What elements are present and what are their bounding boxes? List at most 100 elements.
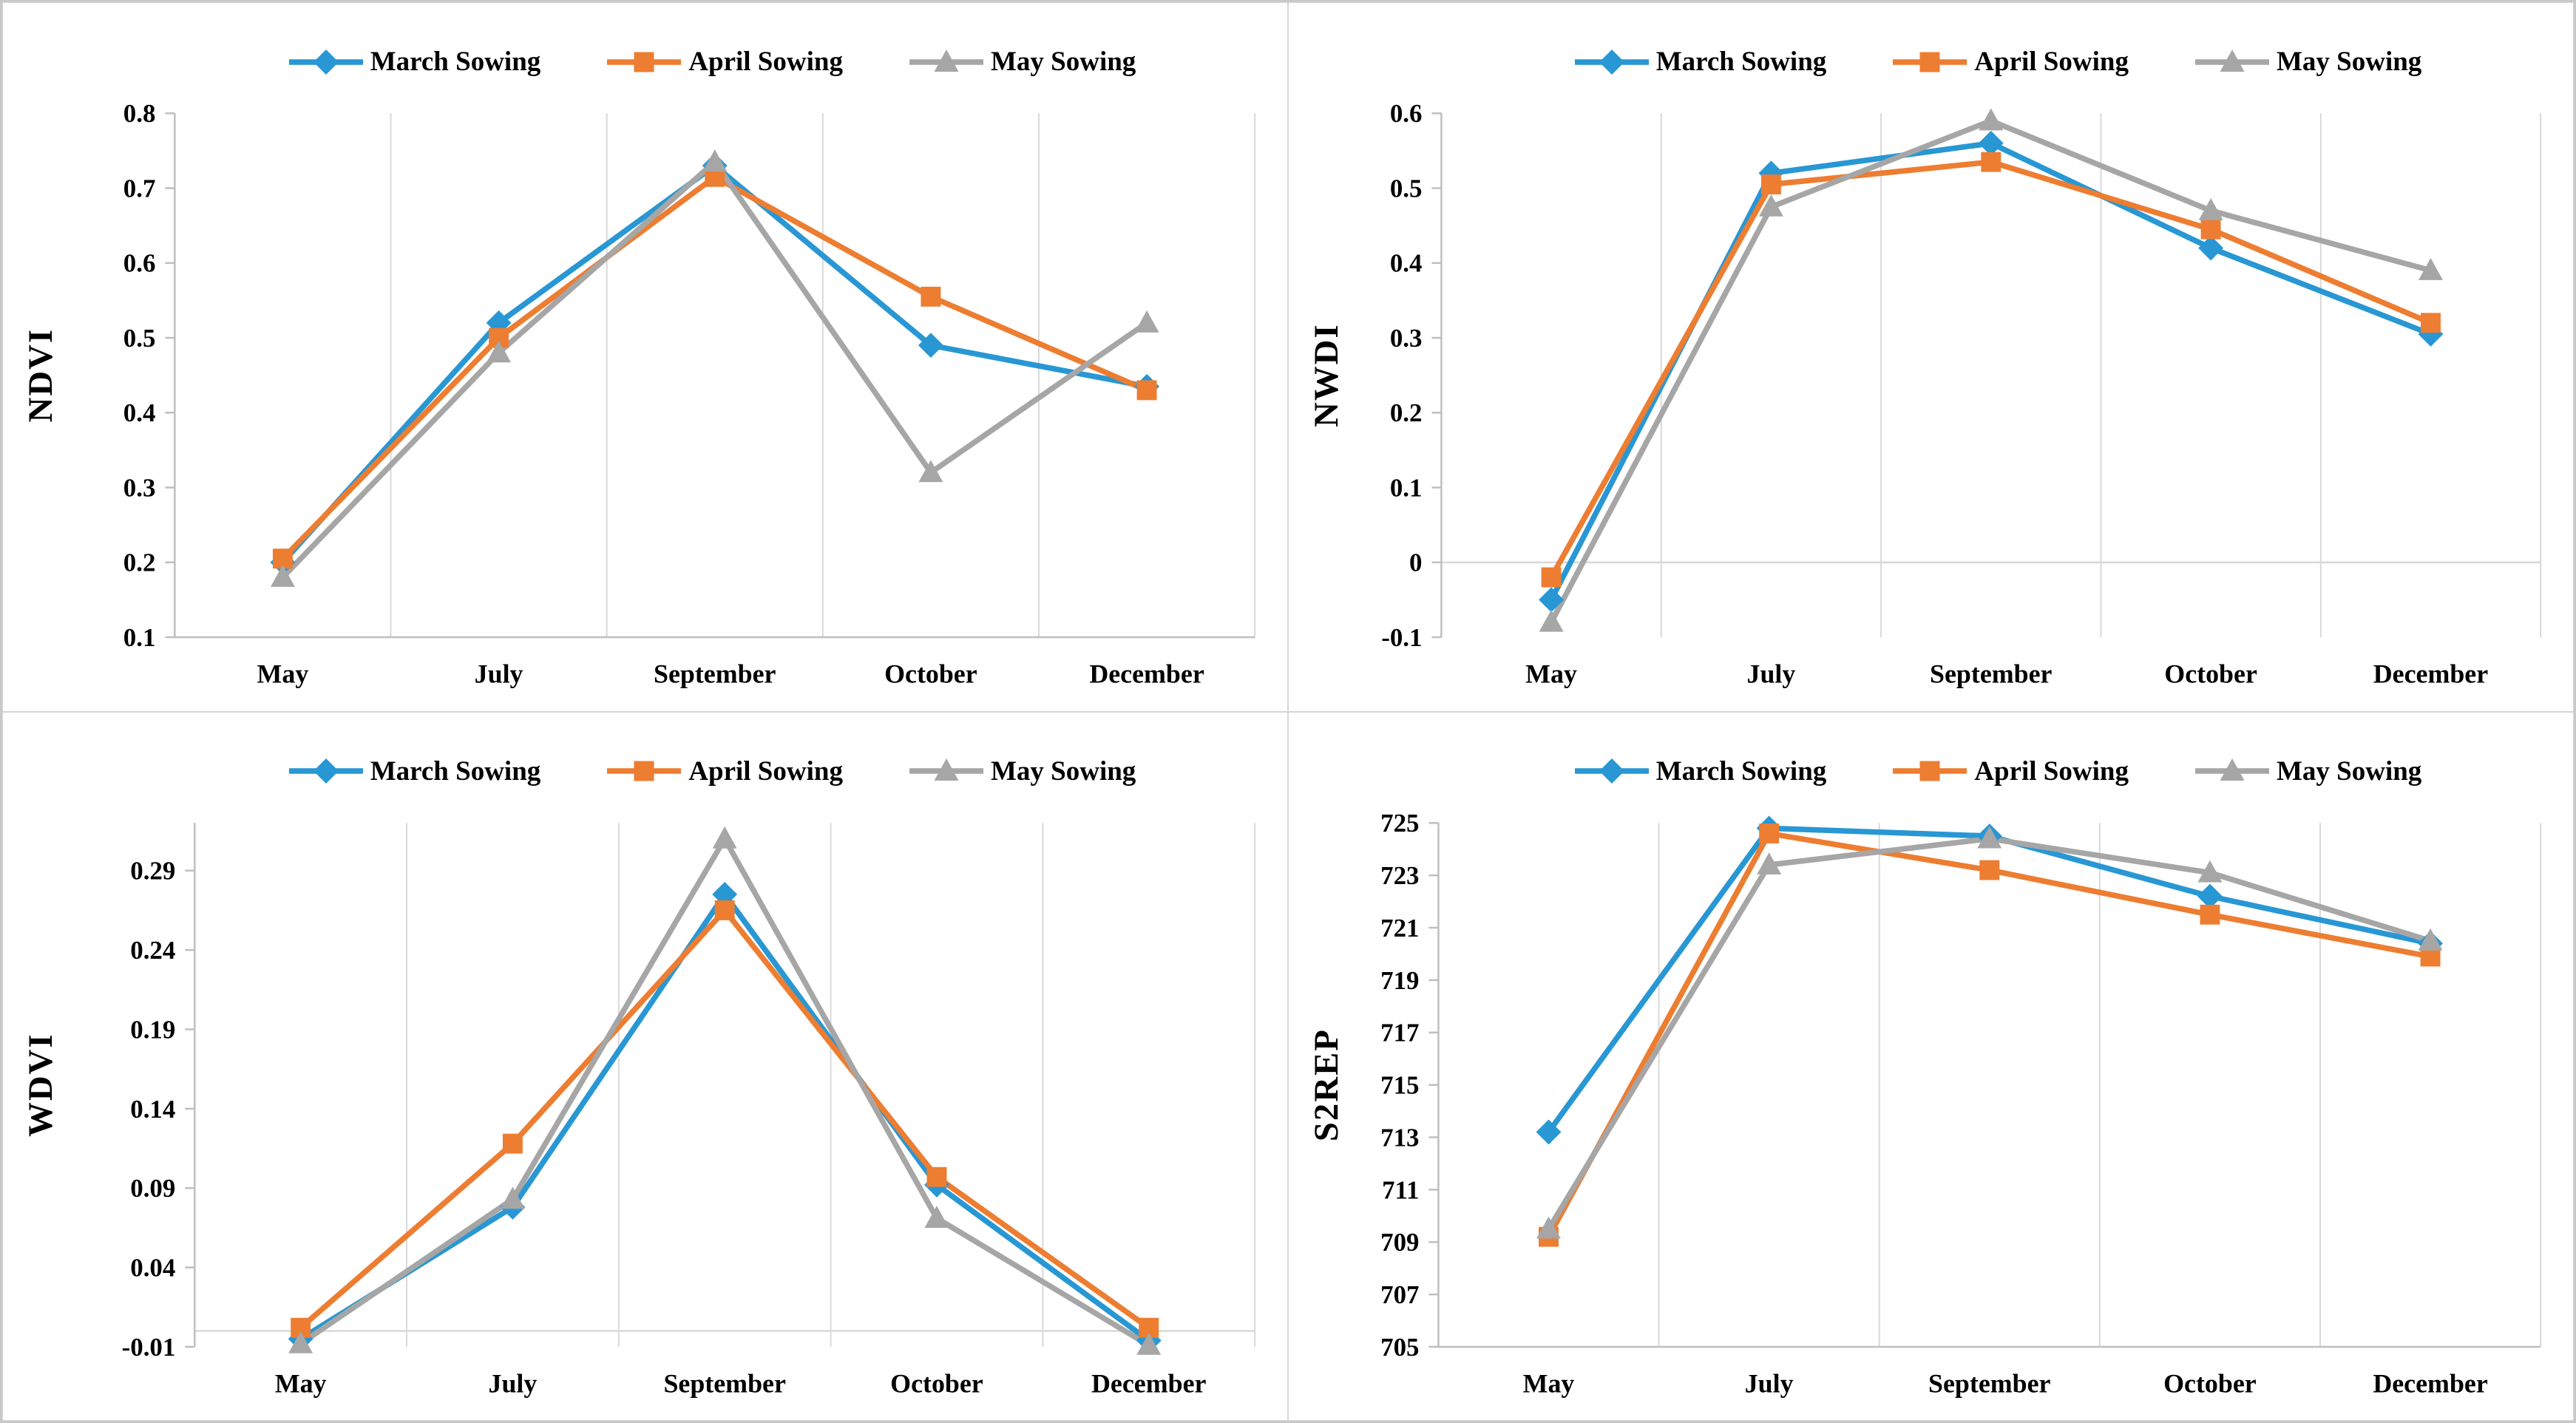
ndvi-line-chart: 0.8 0.7 0.6 0.5 0.4 0.3 0.2 0.1 May July September… xyxy=(21,99,1256,689)
data-point-march-sowing xyxy=(1536,1118,1562,1144)
chart-legend: March Sowing April Sowing May Sowing xyxy=(3,46,1287,78)
data-point-march-sowing xyxy=(2197,883,2223,909)
series-line-april-sowing xyxy=(297,907,1152,1331)
legend-label: April Sowing xyxy=(1974,47,2129,77)
x-category-label: July xyxy=(1745,1368,1794,1398)
data-point-may-sowing xyxy=(288,1331,313,1354)
data-point-may-sowing xyxy=(1539,609,1564,632)
legend-item-april-sowing: April Sowing xyxy=(606,755,843,787)
y-tick-label: 0.1 xyxy=(1390,473,1423,502)
x-category-label: December xyxy=(2373,659,2489,689)
legend-item-april-sowing: April Sowing xyxy=(606,46,843,78)
legend-marker xyxy=(313,49,339,75)
data-point-may-sowing xyxy=(924,1205,949,1228)
legend-label: May Sowing xyxy=(990,755,1136,787)
series-line-may-sowing xyxy=(1548,118,2434,625)
y-tick-label: 721 xyxy=(1380,914,1419,943)
diamond-legend-marker-icon xyxy=(1574,49,1649,75)
x-category-label: May xyxy=(1523,1368,1575,1398)
y-tick-label: 0.2 xyxy=(1390,398,1423,427)
data-point-april-sowing xyxy=(2200,904,2220,925)
x-category-label: October xyxy=(890,1368,983,1398)
y-axis-title: WDVI xyxy=(21,1033,60,1136)
data-point-may-sowing xyxy=(1536,1216,1561,1238)
legend-item-may-sowing: May Sowing xyxy=(2194,755,2421,787)
triangle-legend-marker-icon xyxy=(909,49,983,72)
s2rep-chart-panel: 725 723 721 719 717 715 713 711 709 707 705 May July… xyxy=(1288,711,2574,1421)
series-line-march-sowing xyxy=(297,891,1152,1343)
x-category-label: December xyxy=(1091,1368,1207,1398)
x-category-label: July xyxy=(1747,659,1796,689)
data-point-may-sowing xyxy=(2198,197,2223,220)
legend-label: April Sowing xyxy=(1974,755,2129,787)
triangle-legend-marker-icon xyxy=(2194,758,2269,781)
y-tick-label: 0.8 xyxy=(123,99,156,128)
data-point-may-sowing xyxy=(1977,826,2002,848)
y-tick-label: 0.29 xyxy=(130,856,175,885)
chart-legend: March Sowing April Sowing May Sowing xyxy=(3,755,1287,787)
y-axis-title: NWDI xyxy=(1307,323,1346,427)
legend-item-april-sowing: April Sowing xyxy=(1891,755,2129,787)
y-tick-label: 0.6 xyxy=(1390,99,1423,128)
legend-label: March Sowing xyxy=(1655,47,1827,77)
data-point-may-sowing xyxy=(1757,852,1782,874)
data-point-may-sowing xyxy=(2418,928,2443,951)
data-point-may-sowing xyxy=(918,460,943,483)
data-point-april-sowing xyxy=(2420,313,2441,333)
y-tick-label: -0.1 xyxy=(1381,623,1422,652)
series-line-march-sowing xyxy=(279,163,1150,566)
y-tick-label: 0.3 xyxy=(1390,324,1423,353)
data-point-may-sowing xyxy=(2197,860,2223,883)
x-category-label: October xyxy=(884,659,977,689)
x-category-label: May xyxy=(275,1368,327,1398)
y-tick-label: 719 xyxy=(1380,965,1419,994)
legend-label: March Sowing xyxy=(370,755,541,787)
series-line-april-sowing xyxy=(1545,830,2433,1240)
data-point-april-sowing xyxy=(1541,567,1562,588)
data-point-april-sowing xyxy=(1760,174,1781,194)
y-tick-label: 0.6 xyxy=(123,249,156,278)
y-tick-label: 711 xyxy=(1382,1175,1419,1204)
legend-label: May Sowing xyxy=(2276,47,2422,77)
y-tick-label: 717 xyxy=(1380,1018,1419,1047)
y-tick-label: 0.3 xyxy=(123,473,156,502)
y-axis-title: S2REP xyxy=(1307,1028,1346,1141)
data-point-april-sowing xyxy=(1759,823,1780,843)
nwdi-line-chart: 0.6 0.5 0.4 0.3 0.2 0.1 0 -0.1 May July September O… xyxy=(1307,99,2542,689)
y-tick-label: 0 xyxy=(1409,549,1422,577)
legend-marker xyxy=(313,758,339,784)
legend-marker xyxy=(634,761,654,781)
y-tick-label: 0.7 xyxy=(123,174,156,203)
nwdi-chart-panel: 0.6 0.5 0.4 0.3 0.2 0.1 0 -0.1 May July September O… xyxy=(1288,2,2574,712)
legend-marker xyxy=(934,758,959,781)
legend-marker xyxy=(1599,758,1624,784)
triangle-legend-marker-icon xyxy=(909,758,983,781)
square-legend-marker-icon xyxy=(607,52,682,72)
data-point-april-sowing xyxy=(2200,219,2221,240)
x-category-label: October xyxy=(2164,659,2257,689)
y-tick-label: 0.4 xyxy=(1390,249,1423,278)
wdvi-line-chart: 0.29 0.24 0.19 0.14 0.09 0.04 -0.01 May July Sept… xyxy=(21,822,1256,1398)
data-point-april-sowing xyxy=(926,1166,947,1187)
data-point-april-sowing xyxy=(921,286,941,307)
y-tick-label: 0.4 xyxy=(123,398,156,427)
y-tick-label: 0.5 xyxy=(1390,174,1423,203)
y-tick-label: 0.04 xyxy=(130,1253,175,1282)
x-category-label: December xyxy=(2373,1368,2488,1398)
legend-label: March Sowing xyxy=(370,47,541,77)
y-tick-label: 723 xyxy=(1380,861,1419,890)
legend-label: March Sowing xyxy=(1655,755,1827,787)
data-point-may-sowing xyxy=(500,1186,525,1209)
wdvi-chart-panel: 0.29 0.24 0.19 0.14 0.09 0.04 -0.01 May July Sept… xyxy=(2,711,1288,1421)
chart-legend: March Sowing April Sowing May Sowing xyxy=(1289,755,2573,787)
y-tick-label: 0.5 xyxy=(123,324,156,353)
legend-marker xyxy=(1919,761,1940,781)
data-point-may-sowing xyxy=(712,826,737,849)
legend-item-may-sowing: May Sowing xyxy=(2194,46,2421,78)
series-line-april-sowing xyxy=(279,174,1150,562)
diamond-legend-marker-icon xyxy=(1574,758,1649,784)
diamond-legend-marker-icon xyxy=(288,758,363,784)
legend-label: April Sowing xyxy=(688,755,843,787)
square-legend-marker-icon xyxy=(1893,52,1967,72)
y-tick-label: 0.09 xyxy=(130,1174,175,1203)
